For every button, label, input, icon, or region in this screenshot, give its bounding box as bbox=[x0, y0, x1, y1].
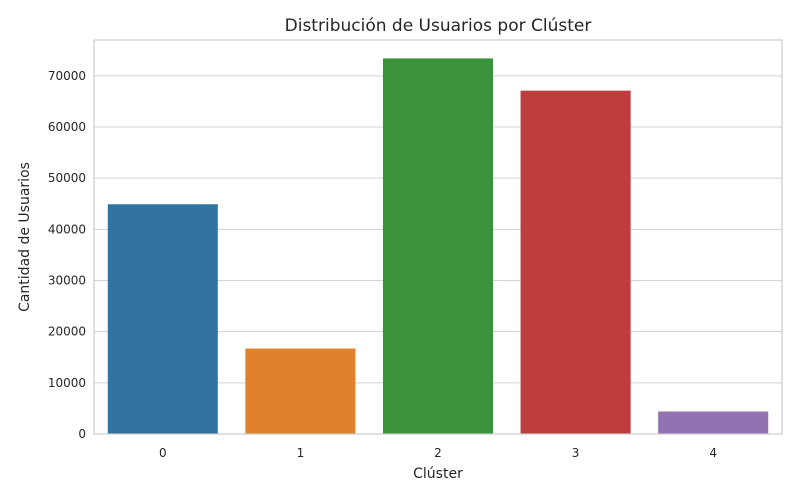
y-tick-label-3: 30000 bbox=[48, 273, 86, 287]
y-tick-label-4: 40000 bbox=[48, 222, 86, 236]
x-tick-label-3: 3 bbox=[572, 446, 580, 460]
bars bbox=[107, 58, 769, 435]
bar-cluster-1 bbox=[245, 348, 356, 434]
bar-cluster-2 bbox=[382, 58, 494, 435]
y-tick-label-6: 60000 bbox=[48, 120, 86, 134]
bar-cluster-4 bbox=[658, 411, 769, 434]
y-axis-ticks: 0 10000 20000 30000 40000 50000 60000 70000 bbox=[48, 69, 86, 441]
x-axis-ticks: 0 1 2 3 4 bbox=[159, 446, 717, 460]
x-tick-label-1: 1 bbox=[297, 446, 305, 460]
y-tick-label-2: 20000 bbox=[48, 325, 86, 339]
x-axis-label: Clúster bbox=[413, 466, 463, 482]
x-tick-label-2: 2 bbox=[434, 446, 442, 460]
plot-frame bbox=[93, 39, 783, 435]
x-tick-label-4: 4 bbox=[709, 446, 717, 460]
y-tick-label-1: 10000 bbox=[48, 376, 86, 390]
y-axis-label: Cantidad de Usuarios bbox=[17, 162, 33, 312]
x-tick-label-0: 0 bbox=[159, 446, 167, 460]
bar-cluster-3 bbox=[520, 90, 631, 435]
y-tick-label-5: 50000 bbox=[48, 171, 86, 185]
y-tick-label-0: 0 bbox=[78, 427, 86, 441]
y-tick-label-7: 70000 bbox=[48, 69, 86, 83]
bar-cluster-0 bbox=[107, 204, 218, 434]
chart-title: Distribución de Usuarios por Clúster bbox=[285, 16, 592, 36]
